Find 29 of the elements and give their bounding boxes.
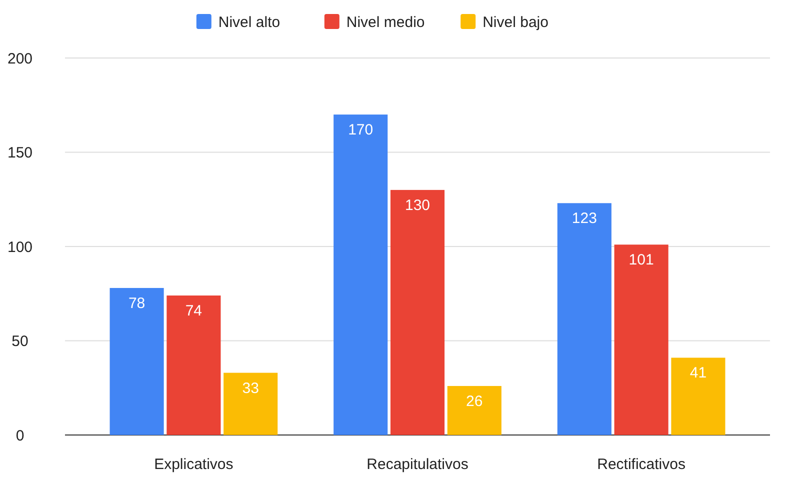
data-label: 123 xyxy=(572,210,597,228)
data-label: 41 xyxy=(690,364,707,382)
legend-label: Nivel bajo xyxy=(482,14,548,31)
x-tick-label: Recapitulativos xyxy=(366,456,468,473)
y-tick-label: 150 xyxy=(7,144,33,162)
bar xyxy=(671,358,726,435)
bar xyxy=(110,288,164,435)
data-label: 78 xyxy=(128,294,146,312)
bar xyxy=(447,386,502,435)
legend-label: Nivel medio xyxy=(346,14,425,31)
y-tick-label: 50 xyxy=(12,333,28,350)
y-tick-label: 100 xyxy=(7,238,33,256)
data-label: 74 xyxy=(185,302,202,320)
data-label: 26 xyxy=(466,392,483,410)
data-label: 101 xyxy=(628,252,654,269)
bar xyxy=(166,296,221,435)
x-tick-label: Explicativos xyxy=(154,456,234,473)
bar xyxy=(614,244,668,435)
x-tick-label: Rectificativos xyxy=(597,456,686,473)
y-tick-label: 200 xyxy=(7,50,33,68)
data-label: 130 xyxy=(404,196,430,214)
bar xyxy=(224,372,278,435)
data-label: 33 xyxy=(242,380,259,397)
bar xyxy=(557,203,612,435)
bar xyxy=(334,114,388,435)
data-label: 170 xyxy=(348,122,374,139)
y-tick-label: 0 xyxy=(16,427,24,444)
legend-label: Nivel alto xyxy=(218,14,280,31)
bar xyxy=(390,190,445,435)
